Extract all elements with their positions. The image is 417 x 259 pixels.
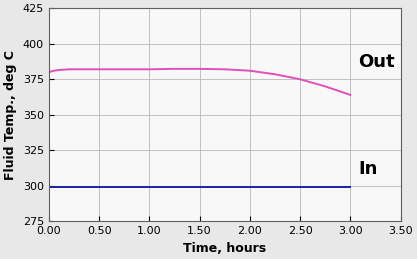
- Y-axis label: Fluid Temp., deg C: Fluid Temp., deg C: [4, 50, 17, 180]
- Text: In: In: [358, 160, 378, 178]
- X-axis label: Time, hours: Time, hours: [183, 242, 266, 255]
- Text: Out: Out: [358, 53, 395, 71]
